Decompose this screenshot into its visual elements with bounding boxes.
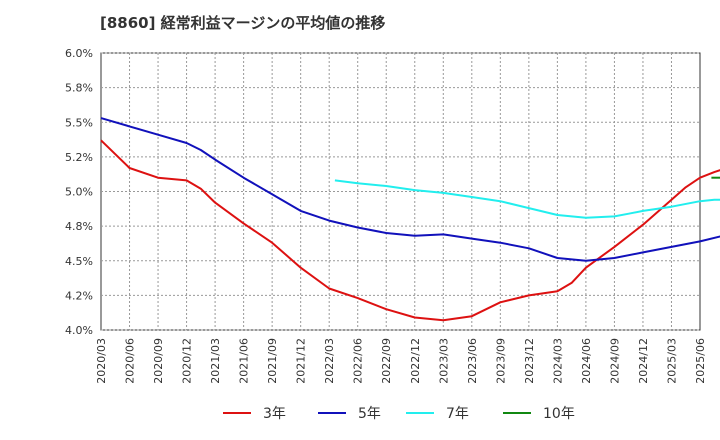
x-tick-label: 2023/12 [523,338,536,384]
y-tick-label: 6.0% [65,47,93,60]
x-tick-label: 2022/03 [323,338,336,384]
x-axis-ticks: 2020/03 2020/06 2020/09 2020/12 2021/03 2021/… [95,338,707,384]
series-lines [100,117,720,322]
x-tick-label: 2022/12 [409,338,422,384]
y-tick-label: 5.0% [65,186,93,199]
y-tick-label: 5.8% [65,82,93,95]
y-tick-label: 5.2% [65,151,93,164]
x-tick-label: 2022/06 [352,338,365,384]
x-tick-label: 2023/06 [466,338,479,384]
x-tick-label: 2020/12 [181,338,194,384]
x-tick-label: 2021/03 [209,338,222,384]
legend-label: 10年 [543,406,575,422]
x-tick-label: 2020/06 [124,338,137,384]
y-tick-label: 4.2% [65,289,93,302]
x-tick-label: 2024/03 [551,338,564,384]
plot-area [100,52,701,331]
legend: 3年 5年 7年 10年 [223,406,575,422]
x-tick-label: 2020/03 [95,338,108,384]
y-tick-label: 5.5% [65,116,93,129]
x-tick-label: 2021/12 [295,338,308,384]
legend-label: 5年 [358,406,381,422]
x-tick-label: 2025/06 [694,338,707,384]
y-tick-label: 4.0% [65,324,93,337]
legend-label: 7年 [446,406,469,422]
y-axis-ticks: 6.0% 5.8% 5.5% 5.2% 5.0% 4.8% 4.5% 4.2% 4.0% [65,47,93,337]
plot-frame [100,52,701,331]
legend-label: 3年 [263,406,286,422]
x-tick-label: 2020/09 [152,338,165,384]
y-tick-label: 4.8% [65,220,93,233]
x-tick-label: 2022/09 [380,338,393,384]
x-tick-label: 2024/06 [580,338,593,384]
x-tick-label: 2023/03 [437,338,450,384]
chart-title: [8860] 経常利益マージンの平均値の推移 [100,14,386,32]
x-tick-label: 2025/03 [665,338,678,384]
series-line-7年 [334,179,720,219]
x-tick-label: 2021/09 [266,338,279,384]
x-tick-label: 2021/06 [238,338,251,384]
series-line-5年 [100,117,720,262]
y-tick-label: 4.5% [65,255,93,268]
x-tick-label: 2024/12 [637,338,650,384]
x-tick-label: 2024/09 [608,338,621,384]
x-tick-label: 2023/09 [494,338,507,384]
